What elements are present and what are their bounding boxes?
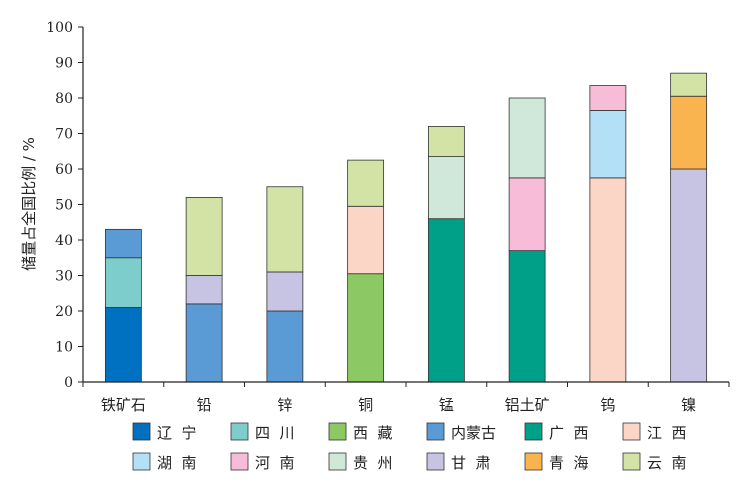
x-category-label: 铜 — [358, 396, 373, 414]
x-category-label: 铅 — [197, 396, 212, 414]
y-tick-label: 50 — [55, 198, 73, 214]
x-axis-category-labels: 铁矿石 铅 锌 铜 锰 铝土矿 钨 镍 — [101, 396, 696, 414]
legend-swatch — [622, 422, 641, 441]
x-category-label: 镍 — [681, 396, 696, 414]
bar-segment — [670, 95, 708, 170]
legend-label: 江 西 — [647, 424, 687, 442]
legend-swatch — [328, 422, 347, 441]
bar-segment — [589, 177, 627, 383]
bar-segment — [266, 186, 304, 273]
x-category-label: 锰 — [439, 396, 454, 414]
legend-label: 湖 南 — [157, 454, 197, 472]
bar-segment — [589, 110, 627, 179]
bar-segment — [427, 156, 465, 220]
legend-swatch — [524, 452, 543, 471]
bar-segment — [670, 168, 708, 383]
bar-segment — [427, 218, 465, 383]
bar-stacks — [104, 72, 708, 383]
bar-segment — [589, 85, 627, 111]
bar-segment — [185, 196, 223, 276]
legend-label: 河 南 — [255, 454, 295, 472]
legend-swatch — [230, 452, 249, 471]
y-axis-title: 储量占全国比例 / % — [20, 137, 38, 271]
legend-swatch — [426, 452, 445, 471]
bar-segment — [508, 250, 546, 383]
legend-swatch — [622, 452, 641, 471]
bar-segment — [266, 271, 304, 312]
legend-swatch — [230, 422, 249, 441]
legend-label: 四 川 — [255, 424, 295, 442]
bar-segment — [104, 307, 142, 383]
bar-segment — [104, 257, 142, 308]
bar-segment — [508, 97, 546, 179]
x-category-label: 铝土矿 — [505, 396, 550, 414]
bar-segment — [427, 126, 465, 157]
bar-segment — [185, 275, 223, 305]
y-axis-ticks: 0 10 20 30 40 50 60 70 80 90 100 — [46, 20, 83, 391]
axes — [82, 27, 730, 387]
legend-swatch — [132, 452, 151, 471]
y-tick-label: 90 — [55, 56, 73, 72]
bar-segment — [104, 228, 142, 259]
bar-segment — [266, 310, 304, 383]
x-category-label: 锌 — [277, 396, 292, 414]
legend-label: 贵 州 — [353, 454, 393, 472]
legend: 辽 宁 四 川 西 藏 内蒙古 广 西 江 西湖 南 河 南 贵 州 甘 肃 青 海 云 南 — [132, 422, 687, 472]
bar-segment — [508, 177, 546, 252]
legend-swatch — [328, 452, 347, 471]
legend-label: 甘 肃 — [451, 454, 491, 472]
y-tick-label: 10 — [55, 340, 73, 356]
y-tick-label: 80 — [55, 91, 73, 107]
legend-swatch — [524, 422, 543, 441]
bar-segment — [347, 205, 385, 275]
legend-swatch — [426, 422, 445, 441]
legend-label: 内蒙古 — [451, 424, 496, 442]
y-tick-label: 20 — [55, 304, 73, 320]
bar-segment — [347, 273, 385, 383]
x-category-label: 铁矿石 — [101, 396, 146, 414]
bar-segment — [670, 72, 708, 97]
legend-label: 云 南 — [647, 454, 687, 472]
y-tick-label: 0 — [64, 375, 73, 391]
y-tick-label: 30 — [55, 269, 73, 285]
legend-swatch — [132, 422, 151, 441]
y-tick-label: 100 — [46, 20, 73, 36]
bar-segment — [185, 303, 223, 383]
legend-label: 青 海 — [549, 454, 589, 472]
y-tick-label: 40 — [55, 233, 73, 249]
legend-label: 辽 宁 — [157, 424, 197, 442]
legend-label: 西 藏 — [353, 424, 393, 442]
y-tick-label: 70 — [55, 127, 73, 143]
x-category-label: 钨 — [600, 396, 615, 414]
legend-label: 广 西 — [549, 424, 589, 442]
bar-segment — [347, 159, 385, 207]
y-tick-label: 60 — [55, 162, 73, 178]
